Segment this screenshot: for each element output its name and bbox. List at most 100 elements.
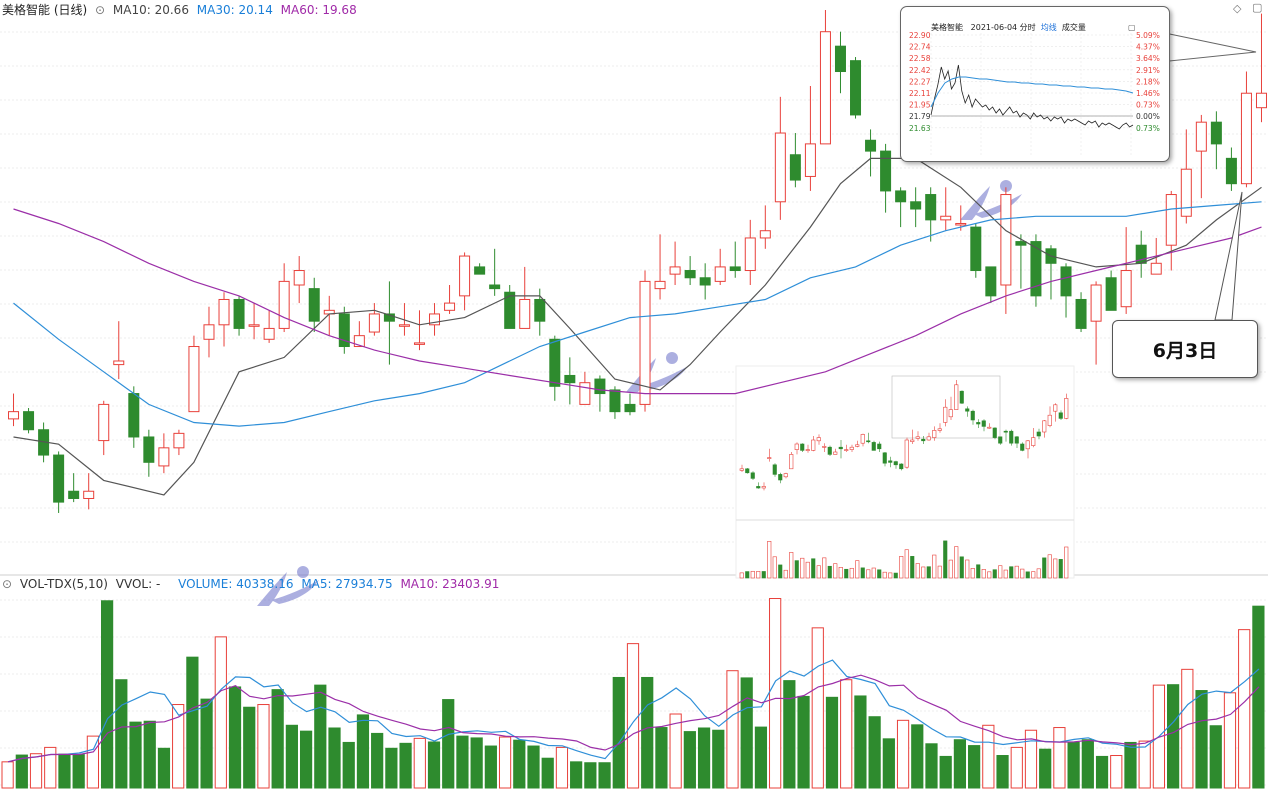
volume-bar	[754, 726, 768, 789]
candle-body	[564, 374, 576, 384]
volume-bar	[555, 746, 569, 789]
candle-body	[338, 313, 350, 348]
candle-body	[143, 436, 155, 463]
volume-bar	[257, 704, 270, 789]
volume-bar	[1110, 755, 1123, 789]
candle-body	[53, 454, 65, 503]
candle-body	[83, 490, 95, 499]
volume-bar	[228, 686, 242, 789]
candle-body	[804, 143, 816, 177]
thumbnail-candle	[778, 474, 783, 481]
candle-body	[654, 280, 666, 290]
thumbnail-candle	[904, 439, 909, 468]
thumbnail-volume	[1053, 558, 1058, 579]
thumbnail-candle	[805, 449, 810, 451]
thumbnail-candle	[761, 486, 766, 489]
volume-bar	[328, 727, 341, 789]
thumbnail-volume	[800, 557, 805, 579]
thumbnail-volume	[778, 564, 783, 579]
thumbnail-candle	[959, 390, 964, 404]
volume-bar	[868, 716, 881, 789]
thumbnail-volume	[888, 572, 893, 579]
candle-body	[1210, 121, 1222, 145]
thumbnail-volume	[1064, 546, 1069, 579]
volume-bar	[641, 676, 654, 789]
thumbnail-volume	[844, 568, 849, 579]
candle-body	[1015, 241, 1027, 246]
thumbnail-volume	[1014, 565, 1019, 579]
thumbnail-volume	[827, 565, 832, 579]
thumbnail-volume	[811, 558, 816, 579]
candle-body	[398, 324, 410, 327]
thumbnail-candle	[948, 409, 953, 418]
watermark-shape	[257, 572, 287, 606]
candle-body	[955, 222, 967, 226]
thumbnail-volume	[1047, 554, 1052, 579]
candle-body	[263, 327, 275, 340]
candle-body	[940, 215, 952, 221]
candle-body	[534, 298, 546, 322]
volume-bar	[598, 762, 611, 789]
volume-bar	[243, 706, 256, 789]
candle-body	[819, 31, 831, 145]
thumbnail-volume	[745, 571, 750, 579]
candle-body	[188, 346, 200, 413]
volume-bar	[314, 684, 327, 789]
thumbnail-volume	[855, 560, 860, 579]
window-icon[interactable]: ▢	[1252, 1, 1263, 14]
volume-bar	[811, 627, 824, 789]
collapse-icon[interactable]: ⊙	[2, 577, 13, 591]
candle-body	[248, 324, 260, 327]
thumbnail-volume	[926, 566, 931, 579]
candle-body	[985, 266, 997, 297]
volume-bar	[285, 724, 298, 789]
volume-bar	[1095, 755, 1109, 789]
thumbnail-candle	[750, 472, 755, 479]
volume-bar	[72, 754, 85, 789]
inset-date: 2021-06-04 分时	[970, 23, 1036, 32]
thumbnail-candle	[794, 443, 799, 450]
thumbnail-candle	[767, 457, 772, 459]
collapse-icon[interactable]: ⊙	[95, 3, 106, 17]
candle-body	[158, 447, 170, 467]
candle-body	[293, 270, 305, 286]
candle-body	[1030, 241, 1042, 297]
thumbnail-volume	[970, 568, 975, 579]
thumbnail-candle	[998, 436, 1003, 444]
stock-title: 美格智能 (日线)	[2, 3, 88, 17]
candle-body	[970, 226, 982, 272]
candle-body	[353, 335, 365, 348]
candle-body	[744, 237, 756, 272]
thumbnail-volume	[822, 557, 827, 579]
watermark-dot	[297, 566, 309, 578]
callout-text: 6月3日	[1152, 339, 1218, 362]
candle-body	[684, 270, 696, 279]
candle-body	[895, 190, 907, 203]
thumbnail-volume	[948, 559, 953, 579]
volume-bar	[1195, 690, 1208, 789]
volume-header: ⊙ VOL-TDX(5,10) VVOL: - VOLUME: 40338.16…	[2, 577, 503, 591]
candle-body	[128, 393, 140, 438]
thumbnail-volume	[992, 569, 997, 579]
diamond-icon[interactable]: ◇	[1233, 2, 1242, 15]
inset-title: 美格智能 2021-06-04 分时 均线 成交量	[931, 22, 1086, 33]
volume-bar	[157, 747, 171, 789]
volume-bar	[982, 724, 995, 789]
volume-bar	[769, 598, 782, 789]
volume-bar	[498, 736, 512, 789]
candle-body	[429, 313, 441, 326]
candle-body	[609, 389, 621, 413]
volume-bar	[925, 743, 938, 789]
candle-body	[203, 324, 215, 340]
watermark-logo	[960, 180, 1022, 220]
volume-bar	[413, 737, 426, 789]
candle-body	[774, 132, 786, 203]
thumbnail-volume	[838, 567, 843, 579]
watermark-shape	[640, 366, 688, 390]
vol-ma10-label: MA10: 23403.91	[400, 577, 500, 591]
candle-body	[714, 266, 726, 282]
inset-price-tick: 22.74	[909, 43, 931, 52]
thumbnail-candle	[860, 434, 865, 444]
thumbnail-candle	[1036, 431, 1041, 437]
volume-bar	[100, 600, 114, 789]
